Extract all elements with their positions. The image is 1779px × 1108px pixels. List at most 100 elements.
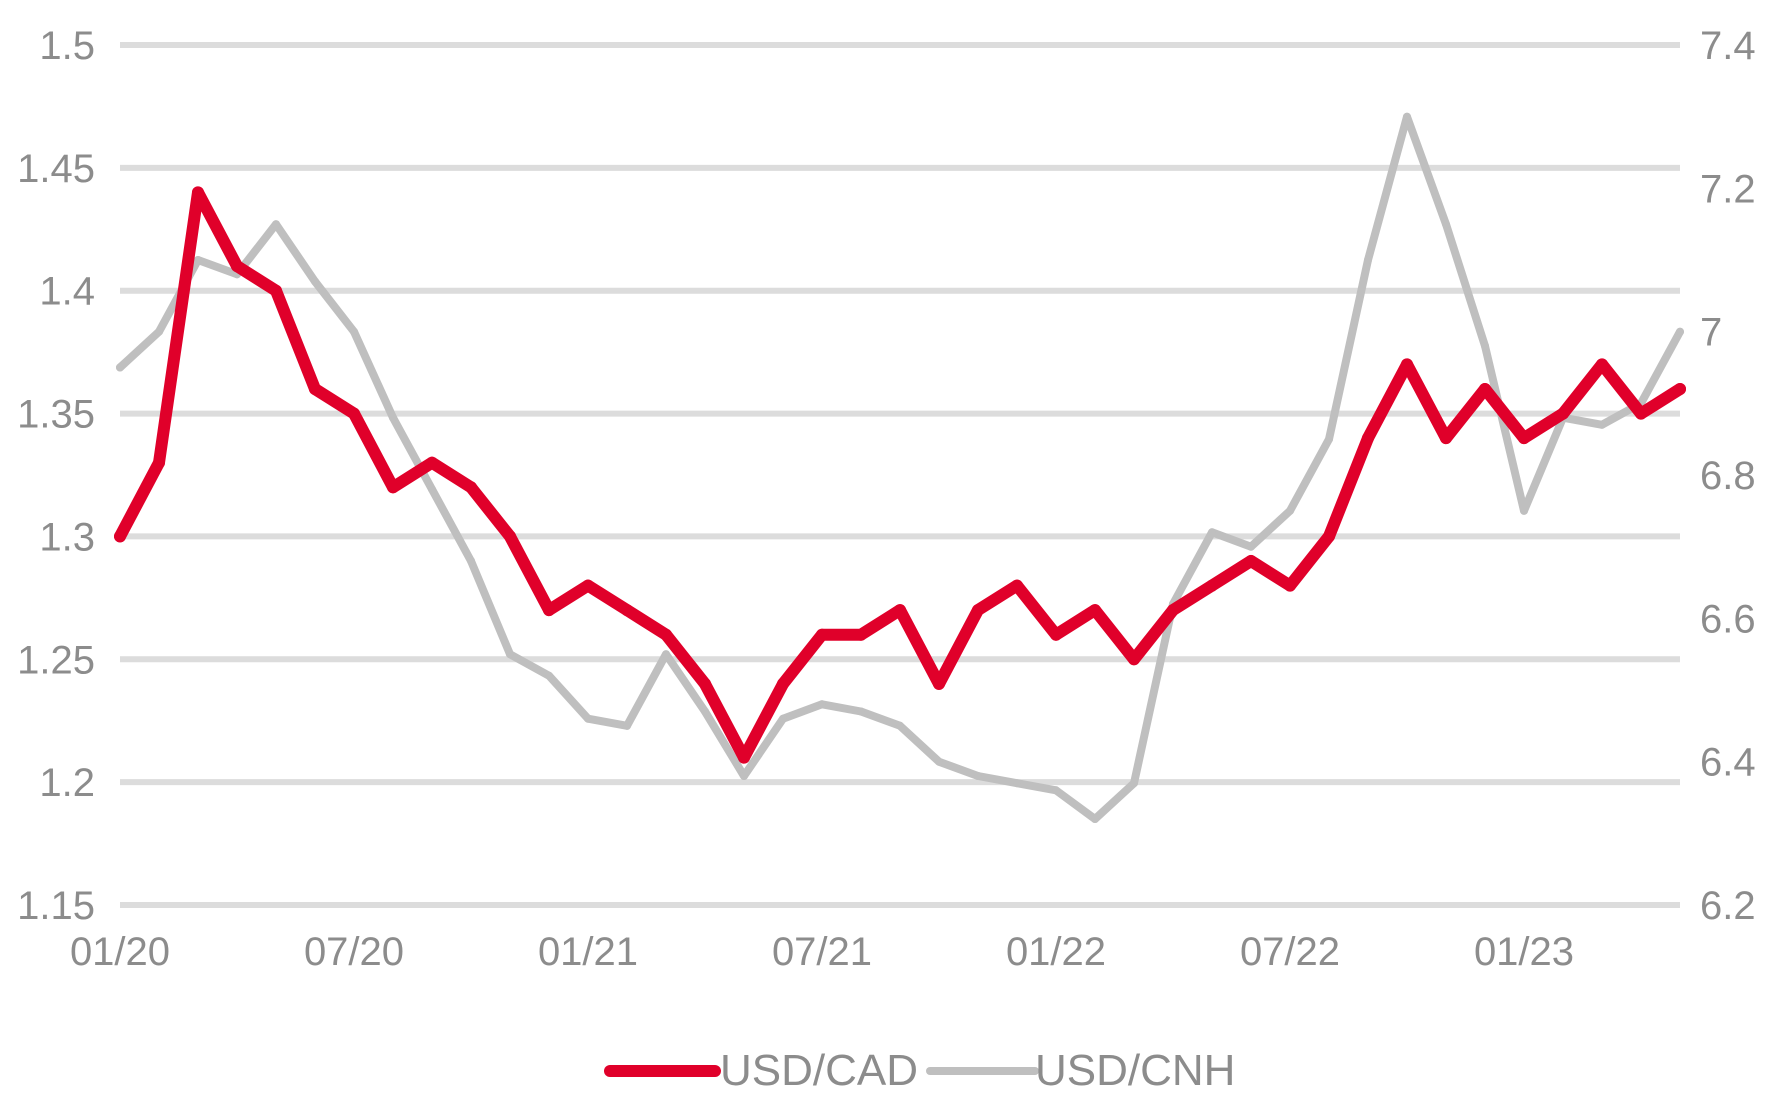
data-point-usd-cnh [545, 671, 553, 680]
data-point-usd-cnh [1130, 779, 1138, 788]
data-point-usd-cad [270, 284, 282, 297]
right-y-tick-label: 6.6 [1700, 597, 1756, 641]
data-point-usd-cnh [662, 650, 670, 659]
data-point-usd-cnh [1208, 528, 1216, 537]
left-y-tick-label: 1.45 [17, 147, 95, 191]
data-point-usd-cnh [896, 721, 904, 730]
data-point-usd-cnh [1598, 420, 1606, 429]
data-point-usd-cad [1596, 358, 1608, 371]
data-point-usd-cad [153, 456, 165, 469]
data-point-usd-cnh [1286, 506, 1294, 515]
data-point-usd-cnh [1442, 220, 1450, 229]
data-point-usd-cad [1089, 604, 1101, 617]
legend-label: USD/CNH [1035, 1046, 1235, 1095]
right-y-tick-label: 6.2 [1700, 884, 1756, 928]
data-point-usd-cad [231, 260, 243, 273]
data-point-usd-cnh [155, 327, 163, 336]
data-point-usd-cad [972, 604, 984, 617]
data-point-usd-cnh [974, 772, 982, 780]
data-point-usd-cad [192, 186, 204, 199]
data-point-usd-cad [387, 481, 399, 494]
data-point-usd-cad [1128, 653, 1140, 666]
x-tick-label: 01/21 [538, 930, 638, 974]
series-line-usd-cad [114, 186, 1686, 764]
data-point-usd-cnh [1676, 327, 1684, 336]
data-point-usd-cnh [1013, 779, 1021, 788]
data-point-usd-cad [582, 579, 594, 592]
data-point-usd-cnh [1247, 542, 1255, 551]
data-point-usd-cad [777, 677, 789, 690]
left-y-tick-label: 1.15 [17, 884, 95, 928]
right-y-axis: 6.2 6.4 6.6 6.8 7 7.2 7.4 [1700, 24, 1756, 928]
x-tick-label: 07/21 [772, 930, 872, 974]
data-point-usd-cad [309, 383, 321, 395]
data-point-usd-cad [1284, 579, 1296, 592]
data-point-usd-cad [738, 751, 750, 764]
gridlines [120, 42, 1680, 908]
data-point-usd-cnh [194, 256, 202, 264]
series-lines [114, 112, 1686, 823]
data-point-usd-cad [1479, 383, 1491, 395]
data-point-usd-cnh [506, 650, 514, 659]
right-y-tick-label: 7.4 [1700, 24, 1756, 68]
left-y-tick-label: 1.4 [39, 270, 95, 314]
left-y-tick-label: 1.25 [17, 638, 95, 682]
legend: USD/CAD USD/CNH [604, 1046, 1235, 1095]
data-point-usd-cnh [428, 485, 436, 494]
data-point-usd-cad [1245, 555, 1257, 567]
data-point-usd-cnh [350, 327, 358, 336]
x-tick-label: 01/22 [1006, 930, 1106, 974]
data-point-usd-cnh [389, 413, 397, 422]
data-point-usd-cad [1206, 579, 1218, 592]
x-axis: 01/20 07/20 01/21 07/21 01/22 07/22 01/23 [70, 930, 1574, 974]
data-point-usd-cad [504, 530, 516, 543]
data-point-usd-cad [660, 628, 672, 641]
data-point-usd-cad [894, 604, 906, 617]
data-point-usd-cad [1167, 604, 1179, 617]
data-point-usd-cnh [1325, 435, 1333, 444]
left-y-axis: 1.15 1.2 1.25 1.3 1.35 1.4 1.45 1.5 [17, 24, 95, 928]
x-tick-label: 01/23 [1474, 930, 1574, 974]
x-tick-label: 01/20 [70, 930, 170, 974]
left-y-tick-label: 1.5 [39, 24, 95, 68]
data-point-usd-cnh [1520, 506, 1528, 515]
x-tick-label: 07/22 [1240, 930, 1340, 974]
data-point-usd-cad [1557, 407, 1569, 420]
data-point-usd-cnh [740, 772, 748, 780]
data-point-usd-cad [543, 604, 555, 617]
data-point-usd-cad [1518, 432, 1530, 445]
left-y-tick-label: 1.2 [39, 761, 95, 805]
data-point-usd-cnh [1052, 786, 1060, 795]
data-point-usd-cnh [623, 721, 631, 730]
right-y-tick-label: 6.8 [1700, 454, 1756, 498]
data-point-usd-cnh [1481, 342, 1489, 350]
data-point-usd-cad [1323, 530, 1335, 543]
right-y-tick-label: 7 [1700, 311, 1722, 355]
right-y-tick-label: 6.4 [1700, 741, 1756, 785]
data-point-usd-cnh [116, 363, 124, 372]
data-point-usd-cnh [857, 707, 865, 716]
data-point-usd-cnh [467, 557, 475, 565]
data-point-usd-cad [426, 456, 438, 469]
data-point-usd-cad [1635, 407, 1647, 420]
data-point-usd-cad [1050, 628, 1062, 641]
data-point-usd-cnh [272, 220, 280, 229]
data-point-usd-cnh [935, 757, 943, 766]
data-point-usd-cad [1440, 432, 1452, 445]
data-point-usd-cad [348, 407, 360, 420]
data-point-usd-cad [1401, 358, 1413, 371]
data-point-usd-cnh [818, 700, 826, 709]
data-point-usd-cnh [701, 707, 709, 716]
left-y-tick-label: 1.35 [17, 393, 95, 437]
data-point-usd-cnh [1364, 256, 1372, 264]
data-point-usd-cnh [311, 277, 319, 286]
data-point-usd-cad [933, 677, 945, 690]
data-point-usd-cad [816, 628, 828, 641]
data-point-usd-cnh [584, 714, 592, 723]
left-y-tick-label: 1.3 [39, 515, 95, 559]
data-point-usd-cad [1674, 383, 1686, 395]
data-point-usd-cad [1011, 579, 1023, 592]
right-y-tick-label: 7.2 [1700, 167, 1756, 211]
